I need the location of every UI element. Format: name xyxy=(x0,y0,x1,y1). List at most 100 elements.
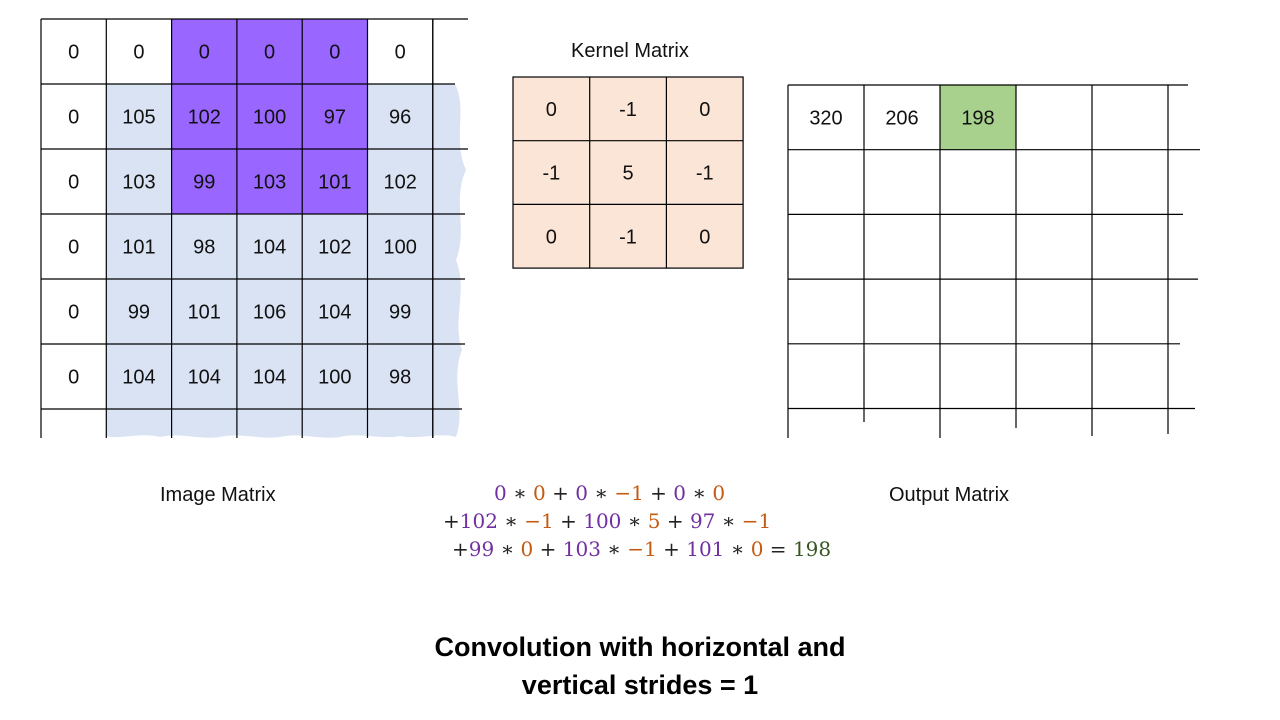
image-cell: 0 xyxy=(68,237,79,259)
image-cell: 0 xyxy=(68,367,79,389)
receptive-field-highlight xyxy=(171,19,368,214)
image-cell: 102 xyxy=(318,237,351,259)
equation-term-image: 100 xyxy=(583,509,622,533)
image-cell: 99 xyxy=(128,302,150,324)
image-cell: 100 xyxy=(318,367,351,389)
kernel-cell: 0 xyxy=(546,226,557,248)
image-cell: 104 xyxy=(188,367,221,389)
equation-term-kernel: −1 xyxy=(741,509,772,533)
kernel-cell: -1 xyxy=(619,99,637,121)
image-cell: 104 xyxy=(318,302,351,324)
equation-term-op: ∗ xyxy=(724,537,751,561)
equation-term-op: + xyxy=(452,537,469,561)
equation-term-kernel: −1 xyxy=(614,481,644,505)
image-cell: 0 xyxy=(264,42,275,64)
equation-term-op: + xyxy=(533,537,563,561)
equation-term-kernel: 0 xyxy=(520,537,534,561)
equation-term-kernel: 0 xyxy=(533,481,546,505)
image-cell: 101 xyxy=(188,302,221,324)
equation-term-op: ∗ xyxy=(621,509,648,533)
equation-term-image: 0 xyxy=(494,481,507,505)
image-cell: 0 xyxy=(133,42,144,64)
image-cell: 0 xyxy=(329,42,340,64)
caption-line-2: vertical strides = 1 xyxy=(521,670,759,700)
equation-term-op: ∗ xyxy=(600,537,628,561)
image-cell: 99 xyxy=(193,172,215,194)
kernel-cell: -1 xyxy=(619,226,637,248)
equation-term-kernel: 5 xyxy=(647,509,661,533)
image-cell: 98 xyxy=(193,237,215,259)
caption-line-1: Convolution with horizontal and xyxy=(434,632,846,662)
equation-term-kernel: −1 xyxy=(524,509,554,533)
image-cell: 0 xyxy=(68,172,79,194)
image-matrix-label: Image Matrix xyxy=(160,484,276,506)
image-matrix: 0 0 0 0 0 0 0 105 102 100 97 96 0 103 99 103 101 102 0 101 9… xyxy=(40,18,468,438)
equation-term-op: + xyxy=(545,481,576,505)
equation-line-2: +102 ∗ −1 + 100 ∗ 5 + 97 ∗ −1 xyxy=(443,509,771,533)
equation-term-image: 97 xyxy=(689,509,716,533)
image-cell: 100 xyxy=(253,107,286,129)
equation-term-op: ∗ xyxy=(715,509,742,533)
image-cell: 0 xyxy=(395,42,406,64)
equation-term-result: 198 xyxy=(792,537,832,561)
equation-term-op: + xyxy=(656,537,687,561)
equation-term-image: 99 xyxy=(468,537,495,561)
kernel-cell: 0 xyxy=(699,99,710,121)
equation-term-op: ∗ xyxy=(506,481,534,505)
image-cell: 103 xyxy=(122,172,155,194)
kernel-cell: 0 xyxy=(546,99,557,121)
output-matrix-label: Output Matrix xyxy=(889,484,1010,506)
equation-term-op: + xyxy=(553,509,584,533)
equation-term-op: ∗ xyxy=(494,537,521,561)
image-cell: 105 xyxy=(122,107,155,129)
image-cell: 0 xyxy=(68,302,79,324)
equation-line-1: 0 ∗ 0 + 0 ∗ −1 + 0 ∗ 0 xyxy=(494,481,725,505)
kernel-matrix-label: Kernel Matrix xyxy=(571,40,689,62)
output-cell: 320 xyxy=(809,107,842,129)
image-cell: 0 xyxy=(68,42,79,64)
equation-term-op: + xyxy=(643,481,674,505)
image-cell: 97 xyxy=(324,107,346,129)
equation-line-3: +99 ∗ 0 + 103 ∗ −1 + 101 ∗ 0 = 198 xyxy=(452,537,831,561)
image-cell: 106 xyxy=(253,302,286,324)
image-cell: 96 xyxy=(389,107,411,129)
caption: Convolution with horizontal and vertical… xyxy=(0,628,1280,704)
equation-term-op: ∗ xyxy=(497,509,525,533)
kernel-cell: 0 xyxy=(699,226,710,248)
image-cell: 101 xyxy=(318,172,351,194)
kernel-background xyxy=(512,76,744,269)
image-cell: 102 xyxy=(383,172,416,194)
equation-term-kernel: −1 xyxy=(627,537,657,561)
output-cell: 198 xyxy=(961,107,994,129)
image-cell: 102 xyxy=(188,107,221,129)
image-cell: 100 xyxy=(383,237,416,259)
image-cell: 101 xyxy=(122,237,155,259)
image-cell: 103 xyxy=(253,172,286,194)
image-cell: 104 xyxy=(253,237,286,259)
kernel-matrix: 0 -1 0 -1 5 -1 0 -1 0 xyxy=(512,76,744,269)
image-cell: 0 xyxy=(68,107,79,129)
image-cell: 104 xyxy=(122,367,155,389)
equation-term-image: 103 xyxy=(562,537,601,561)
image-cell: 99 xyxy=(389,302,411,324)
kernel-cell: -1 xyxy=(542,163,560,185)
equation-term-op: + xyxy=(443,509,460,533)
image-cell: 98 xyxy=(389,367,411,389)
equation-term-image: 102 xyxy=(459,509,498,533)
equation-term-image: 0 xyxy=(575,481,588,505)
equation-term-op: ∗ xyxy=(588,481,615,505)
equation-term-op: = xyxy=(763,537,793,561)
kernel-cell: -1 xyxy=(696,163,714,185)
image-cell: 0 xyxy=(199,42,210,64)
equation-term-kernel: 0 xyxy=(750,537,764,561)
equation-term-kernel: 0 xyxy=(712,481,726,505)
image-cell: 104 xyxy=(253,367,286,389)
kernel-cell: 5 xyxy=(622,163,633,185)
output-highlight-cell xyxy=(940,85,1016,150)
equation-term-op: + xyxy=(660,509,690,533)
output-cell: 206 xyxy=(885,107,918,129)
equation-term-op: ∗ xyxy=(686,481,713,505)
equation-term-image: 0 xyxy=(673,481,687,505)
output-matrix: 320 206 198 xyxy=(787,84,1200,438)
